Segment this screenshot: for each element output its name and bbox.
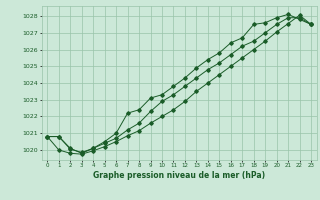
X-axis label: Graphe pression niveau de la mer (hPa): Graphe pression niveau de la mer (hPa) [93,171,265,180]
